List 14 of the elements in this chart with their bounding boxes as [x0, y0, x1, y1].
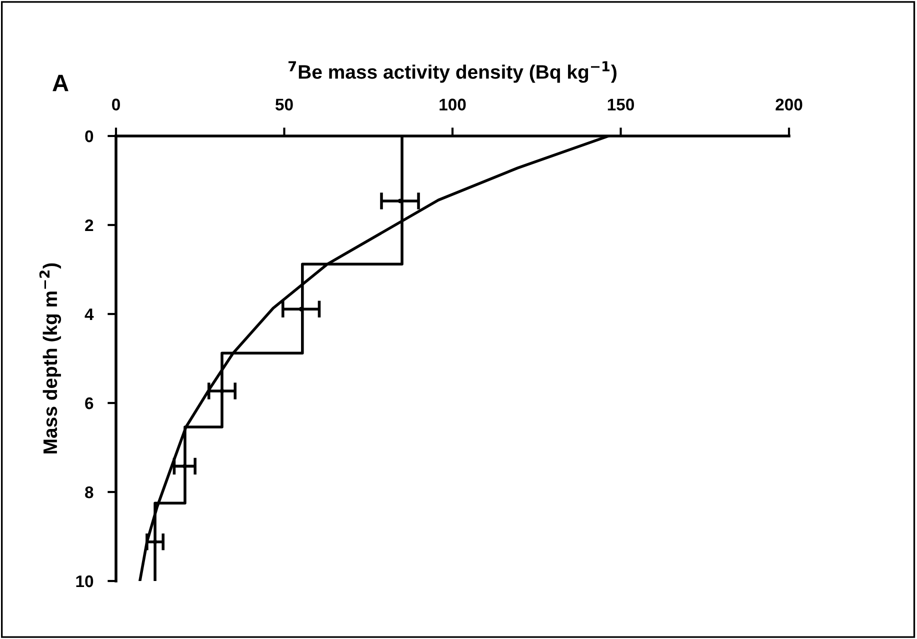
x-axis-title: $^{7}$Be mass activity density (Bq kg$^{−1}$) [288, 61, 616, 83]
y-axis-title: Mass depth (kg m$^{−2}$) [39, 263, 62, 454]
y-tick-label: 2 [85, 219, 94, 232]
y-tick-label: 6 [85, 397, 94, 410]
x-tick-label: 0 [112, 98, 120, 110]
x-tick-label: 150 [608, 98, 634, 110]
y-tick-label: 8 [85, 486, 94, 498]
y-tick-label: 10 [76, 575, 94, 588]
x-tick-label: 100 [440, 98, 466, 110]
y-tick-label: 4 [84, 308, 94, 320]
y-tick-label: 0 [85, 130, 94, 142]
x-tick-label: 50 [275, 98, 293, 110]
text: A [52, 74, 68, 92]
x-tick-label: 200 [776, 98, 802, 110]
